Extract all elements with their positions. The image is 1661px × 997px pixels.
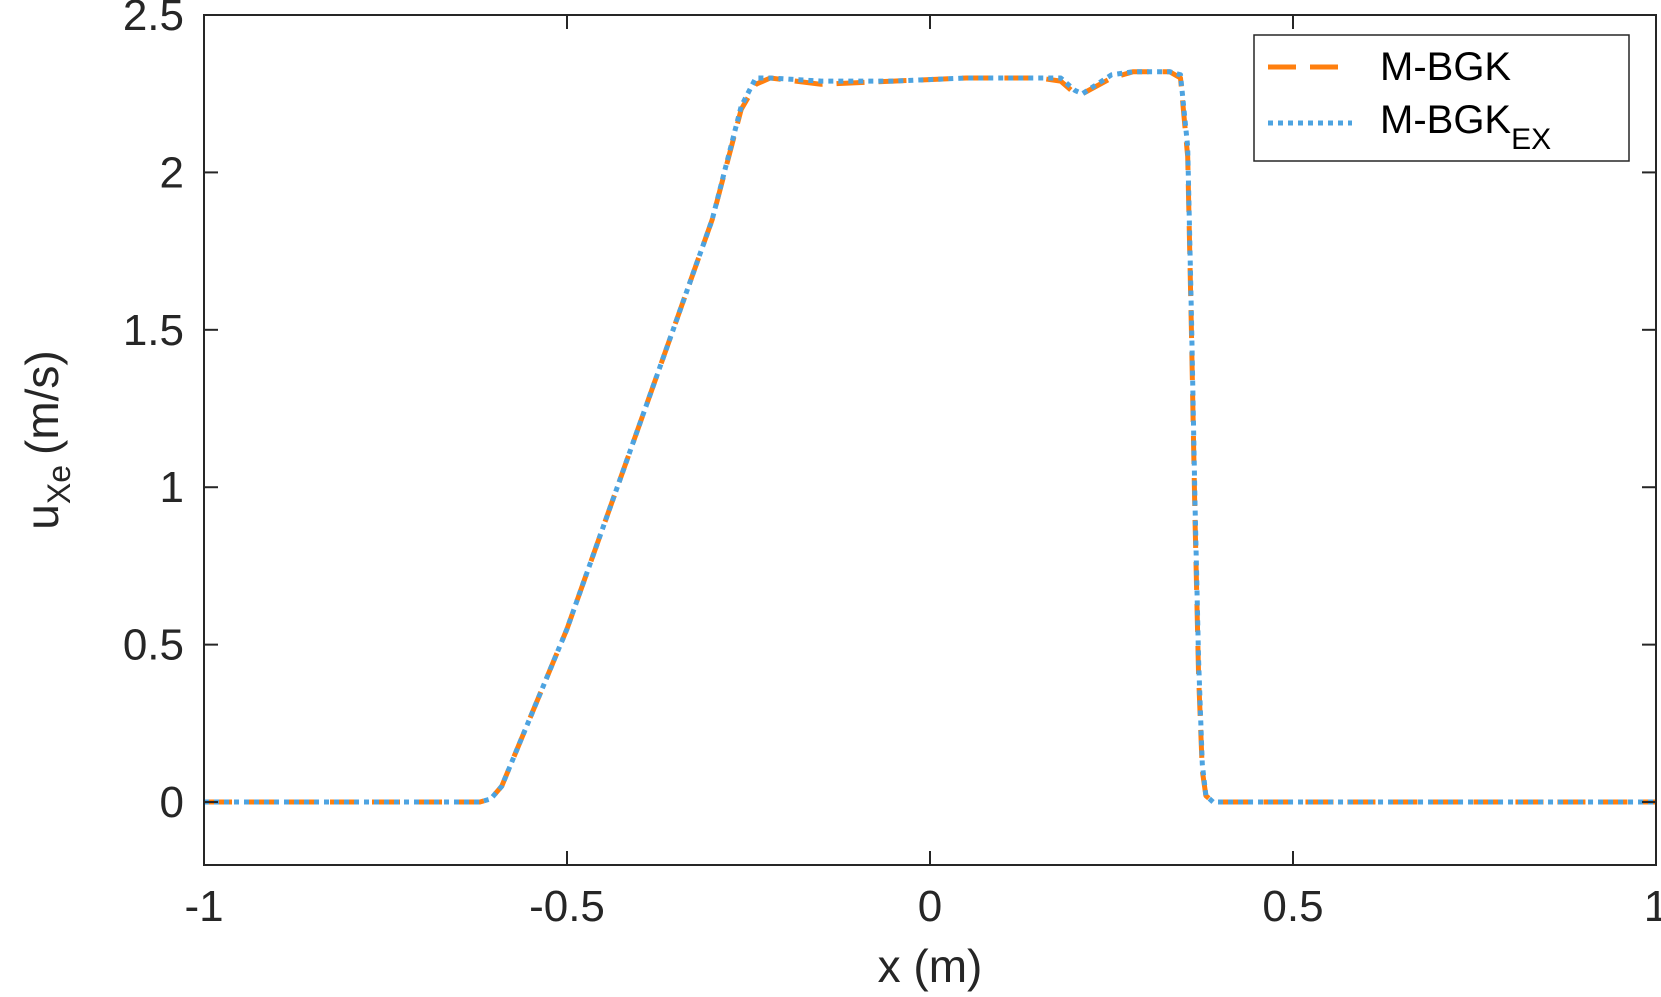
legend-box bbox=[1253, 34, 1630, 162]
y-axis-label: uXe (m/s) bbox=[16, 350, 77, 529]
legend-label-m-bgk-ex-main: M-BGK bbox=[1380, 98, 1511, 142]
y-axis-label-unit: (m/s) bbox=[16, 350, 68, 455]
legend-label-m-bgk-ex-sub: EX bbox=[1511, 123, 1551, 156]
y-tick-label: 2 bbox=[160, 148, 184, 197]
x-tick-label: -1 bbox=[184, 882, 223, 931]
series-layer bbox=[204, 69, 1656, 805]
y-tick-label: 2.5 bbox=[123, 0, 184, 40]
x-tick-label: -0.5 bbox=[529, 882, 605, 931]
ticks-layer bbox=[203, 14, 1657, 865]
legend-label-m-bgk-main: M-BGK bbox=[1380, 45, 1511, 89]
tick-labels-layer: -1 -0.5 0 0.5 1 0 0.5 1 1.5 2 2.5 bbox=[123, 0, 1661, 931]
legend: M-BGK M-BGKEX bbox=[1253, 34, 1630, 162]
y-axis-label-sub: Xe bbox=[41, 465, 77, 504]
y-tick-label: 0.5 bbox=[123, 621, 184, 670]
x-tick-label: 0.5 bbox=[1262, 882, 1323, 931]
y-tick-label: 1.5 bbox=[123, 306, 184, 355]
y-tick-label: 1 bbox=[160, 463, 184, 512]
x-tick-label: 0 bbox=[918, 882, 942, 931]
series-line-m-bgk-ex bbox=[204, 69, 1656, 805]
legend-label-m-bgk-ex: M-BGKEX bbox=[1380, 98, 1551, 156]
x-tick-label: 1 bbox=[1644, 882, 1661, 931]
y-tick-label: 0 bbox=[160, 778, 184, 827]
y-axis-label-main: u bbox=[16, 504, 68, 530]
legend-label-m-bgk: M-BGK bbox=[1380, 45, 1511, 89]
x-axis-label: x (m) bbox=[878, 940, 983, 992]
